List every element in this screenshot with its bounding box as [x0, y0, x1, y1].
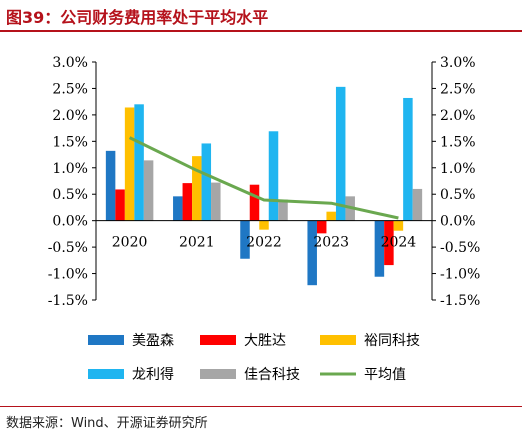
bar: [240, 220, 250, 259]
title-rule: [0, 30, 522, 32]
legend-label: 平均值: [364, 367, 406, 383]
bar: [134, 104, 144, 221]
y-tick-label-left: 2.0%: [52, 108, 88, 124]
y-tick-label-right: 2.5%: [440, 81, 476, 97]
legend-label: 裕同科技: [364, 333, 420, 349]
bar: [412, 188, 423, 221]
legend-label: 佳合科技: [244, 367, 300, 383]
y-tick-label-right: 0.0%: [440, 214, 476, 230]
y-tick-label-right: 1.5%: [440, 134, 476, 150]
y-axis-left: 3.0% 2.5% 2.0% 1.5% 1.0% 0.5% 0.0% -0.5% -1.0% -1…: [48, 55, 97, 309]
y-tick-label-left: 0.0%: [52, 214, 88, 230]
y-tick-label-left: 1.5%: [52, 134, 88, 150]
y-tick-label-left: 3.0%: [52, 55, 88, 71]
y-tick-label-right: 3.0%: [440, 55, 476, 71]
x-tick-label: 2021: [179, 235, 215, 251]
bar: [124, 107, 135, 221]
bar: [211, 182, 221, 221]
bar: [316, 220, 327, 234]
y-tick-label-right: -0.5%: [440, 240, 480, 256]
bar: [201, 143, 212, 221]
y-tick-label-left: 2.5%: [52, 81, 88, 97]
y-tick-label-right: 0.5%: [440, 187, 476, 203]
x-axis-labels: 2020 2021 2022 2023 2024: [112, 235, 417, 251]
legend-label: 大胜达: [244, 333, 286, 349]
bar: [403, 97, 413, 221]
bar: [249, 184, 260, 221]
bar: [115, 189, 125, 221]
y-tick-label-left: 1.0%: [52, 161, 88, 177]
y-tick-label-left: -1.5%: [48, 293, 88, 309]
x-tick-label: 2020: [112, 235, 148, 251]
bar: [307, 220, 317, 286]
source-note: 数据来源：Wind、开源证券研究所: [6, 416, 208, 431]
y-tick-label-right: -1.0%: [440, 267, 480, 283]
legend-swatch: [88, 335, 124, 345]
bar: [393, 220, 404, 231]
y-tick-label-left: -0.5%: [48, 240, 88, 256]
bar: [326, 211, 336, 221]
x-tick-label: 2023: [313, 235, 349, 251]
bar: [105, 150, 116, 221]
y-tick-label-right: 2.0%: [440, 108, 476, 124]
legend-swatch: [200, 335, 236, 345]
bar: [143, 160, 154, 221]
plot-area: [96, 86, 432, 286]
y-axis-right: 3.0% 2.5% 2.0% 1.5% 1.0% 0.5% 0.0% -0.5% -1.0% -1…: [431, 55, 480, 309]
bar: [182, 183, 193, 221]
legend-swatch: [320, 335, 356, 345]
y-tick-label-right: 1.0%: [440, 161, 476, 177]
x-tick-label: 2022: [246, 235, 282, 251]
bar: [259, 220, 269, 230]
series-line: [128, 136, 399, 220]
figure-title: 图39：公司财务费用率处于平均水平: [6, 8, 269, 27]
legend-label: 龙利得: [132, 366, 174, 383]
y-tick-label-right: -1.5%: [440, 293, 480, 309]
bar: [384, 220, 394, 266]
legend-label: 美盈森: [132, 333, 174, 349]
bar: [335, 86, 346, 221]
legend-swatch: [88, 369, 124, 379]
bar: [192, 156, 202, 221]
y-tick-label-left: 0.5%: [52, 187, 88, 203]
bar: [374, 220, 385, 277]
legend-swatch: [200, 369, 236, 379]
x-tick-label: 2024: [381, 235, 417, 251]
bar: [173, 196, 183, 221]
footer-rule: [0, 406, 522, 407]
bar: [278, 199, 288, 221]
bar: [268, 131, 279, 221]
y-tick-label-left: -1.0%: [48, 267, 88, 283]
